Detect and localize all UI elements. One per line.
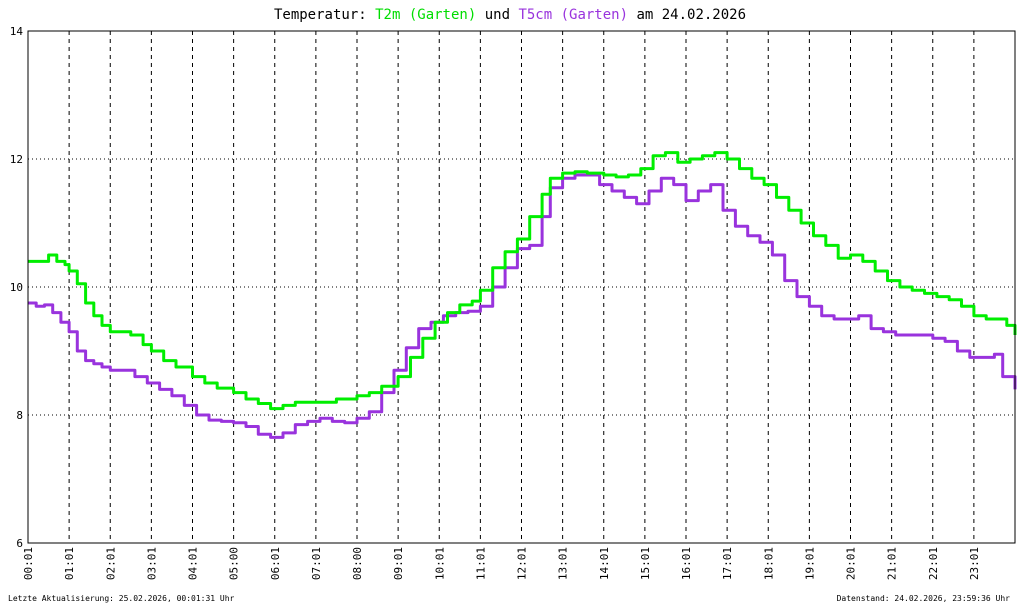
plot-border — [27, 30, 1016, 544]
x-tick-label: 02:01 — [104, 547, 117, 580]
grid — [28, 31, 1015, 543]
y-tick-label: 6 — [16, 537, 23, 550]
x-tick-label: 18:01 — [762, 547, 775, 580]
x-tick-label: 01:01 — [63, 547, 76, 580]
series-line-t2m-garten — [28, 151, 1017, 411]
x-tick-label: 08:00 — [351, 547, 364, 580]
y-tick-label: 14 — [10, 25, 24, 38]
x-tick-label: 17:01 — [721, 547, 734, 580]
title-prefix: Temperatur: — [274, 7, 375, 23]
x-tick-label: 09:01 — [392, 547, 405, 580]
x-tick-label: 00:01 — [22, 547, 35, 580]
x-tick-label: 03:01 — [145, 547, 158, 580]
x-tick-label: 10:01 — [433, 547, 446, 580]
x-axis-ticks: 00:01 01:01 02:01 03:01 04:01 05:00 06:01 07:01… — [22, 547, 981, 580]
x-tick-label: 23:01 — [968, 547, 981, 580]
y-tick-label: 10 — [10, 281, 23, 294]
x-tick-label: 06:01 — [269, 547, 282, 580]
x-tick-label: 21:01 — [886, 547, 899, 580]
x-tick-label: 22:01 — [927, 547, 940, 580]
x-tick-label: 19:01 — [803, 547, 816, 580]
y-axis-ticks: 6 8 10 12 14 — [10, 25, 24, 550]
y-tick-label: 12 — [10, 153, 23, 166]
x-tick-label: 13:01 — [557, 547, 570, 580]
title-series-t2m: T2m (Garten) — [375, 7, 476, 23]
x-tick-label: 14:01 — [598, 547, 611, 580]
footer-last-update: Letzte Aktualisierung: 25.02.2026, 00:01… — [8, 594, 235, 603]
x-tick-label: 05:00 — [228, 547, 241, 580]
x-tick-label: 15:01 — [639, 547, 652, 580]
x-tick-label: 04:01 — [187, 547, 200, 580]
x-tick-label: 20:01 — [845, 547, 858, 580]
title-middle: und — [476, 7, 518, 23]
series-lines — [28, 151, 1017, 439]
title-series-t5cm: T5cm (Garten) — [518, 7, 628, 23]
x-tick-label: 11:01 — [474, 547, 487, 580]
plot-frame — [27, 30, 1016, 544]
x-tick-label: 16:01 — [680, 547, 693, 580]
footer-data-status: Datenstand: 24.02.2026, 23:59:36 Uhr — [837, 594, 1011, 603]
title-suffix: am 24.02.2026 — [628, 7, 746, 23]
y-tick-label: 8 — [16, 409, 23, 422]
x-tick-label: 12:01 — [516, 547, 529, 580]
x-tick-label: 07:01 — [310, 547, 323, 580]
chart-title: Temperatur: T2m (Garten) und T5cm (Garte… — [274, 7, 746, 23]
